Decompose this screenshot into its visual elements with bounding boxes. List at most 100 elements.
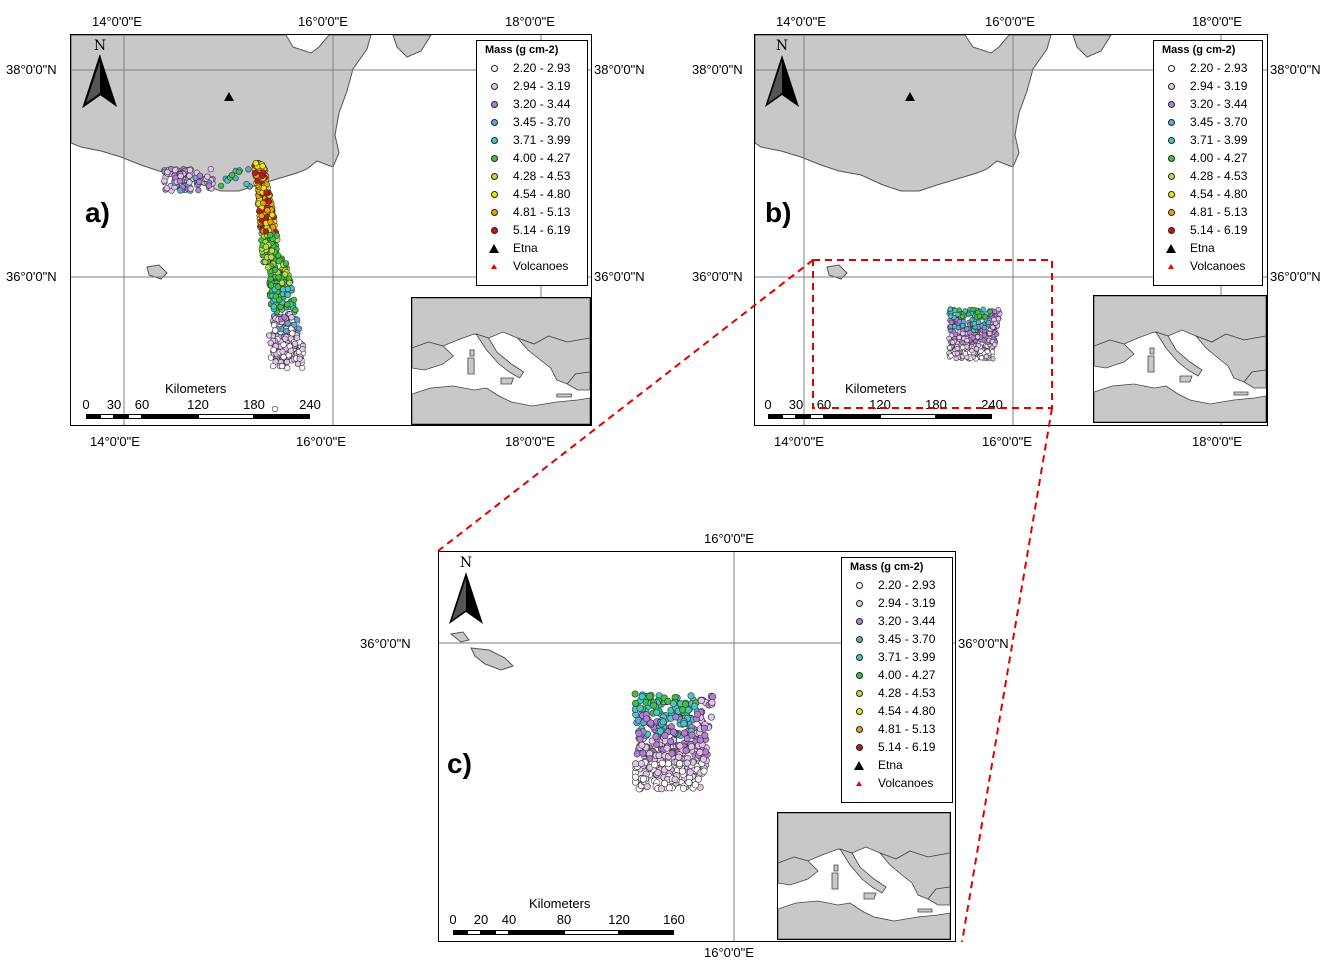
legend-class-label: 2.94 - 3.19 (1190, 79, 1248, 93)
legend-class-label: 4.28 - 4.53 (513, 169, 571, 183)
deposit-point (262, 243, 270, 250)
panel-c-scalebar: Kilometers 0 20 40 80 120 160 (449, 896, 689, 938)
panel-a-label: a) (85, 197, 110, 228)
deposit-point (268, 282, 275, 289)
legend-classes: 2.20 - 2.93 2.94 - 3.19 3.20 - 3.44 3.45 - … (850, 576, 944, 756)
deposit-point (172, 167, 179, 174)
deposit-point (177, 173, 184, 180)
panel-b-deposit-points (946, 306, 1003, 362)
deposit-point (964, 337, 970, 344)
deposit-point (288, 314, 295, 321)
deposit-point (294, 316, 301, 323)
deposit-point (947, 345, 953, 351)
legend-class-label: 3.20 - 3.44 (513, 97, 571, 111)
deposit-point (271, 322, 278, 329)
panel-c-legend: Mass (g cm-2) 2.20 - 2.93 2.94 - 3.19 3.20… (841, 557, 953, 803)
legend-class-row: 4.81 - 5.13 (1162, 203, 1254, 221)
legend-classes: 2.20 - 2.93 2.94 - 3.19 3.20 - 3.44 3.45 - … (1162, 59, 1254, 239)
deposit-point (271, 405, 279, 413)
legend-class-swatch (1167, 82, 1175, 90)
deposit-point (987, 330, 993, 337)
deposit-point (685, 778, 693, 786)
legend-class-label: 4.00 - 4.27 (1190, 151, 1248, 165)
deposit-point (267, 218, 274, 226)
legend-class-label: 3.45 - 3.70 (513, 115, 571, 129)
deposit-point (676, 760, 684, 768)
deposit-point (948, 319, 954, 325)
panel-a-top-lon-16: 16°0'0"E (298, 14, 348, 29)
deposit-point (688, 743, 696, 751)
etna-triangle-icon (854, 760, 864, 770)
deposit-point (279, 348, 286, 355)
deposit-point (267, 339, 274, 347)
deposit-point (953, 355, 959, 362)
deposit-point (282, 271, 289, 278)
legend-volcanoes-row: Volcanoes (485, 257, 579, 275)
deposit-point (266, 332, 273, 339)
deposit-point (656, 727, 664, 735)
legend-class-row: 4.28 - 4.53 (485, 167, 579, 185)
legend-class-swatch (490, 190, 498, 198)
legend-class-label: 4.81 - 5.13 (513, 205, 571, 219)
legend-class-swatch (490, 100, 498, 108)
deposit-point (274, 283, 281, 290)
deposit-point (646, 693, 654, 701)
legend-class-swatch (855, 725, 863, 733)
legend-class-label: 4.28 - 4.53 (878, 686, 936, 700)
deposit-point (269, 224, 277, 231)
legend-etna-label: Etna (1190, 241, 1215, 255)
deposit-point (652, 733, 660, 741)
deposit-point (263, 189, 270, 196)
panel-b-top-lon-18: 18°0'0"E (1192, 14, 1242, 29)
legend-class-swatch (1167, 100, 1175, 108)
panel-c-top-lon-16: 16°0'0"E (704, 531, 754, 546)
deposit-point (268, 254, 275, 261)
deposit-point (679, 706, 687, 714)
scalebar-tick: 240 (981, 397, 1003, 412)
panel-b-north-arrow: N (763, 39, 801, 114)
deposit-point (284, 291, 291, 299)
legend-class-row: 4.00 - 4.27 (485, 149, 579, 167)
legend-class-swatch (855, 689, 863, 697)
deposit-point (642, 715, 650, 723)
deposit-point (259, 163, 266, 170)
legend-class-label: 3.45 - 3.70 (878, 632, 936, 646)
deposit-point (956, 334, 962, 341)
legend-class-swatch (1167, 154, 1175, 162)
deposit-point (655, 752, 663, 760)
deposit-point (959, 313, 965, 320)
legend-class-row: 5.14 - 6.19 (1162, 221, 1254, 239)
deposit-point (276, 296, 283, 304)
deposit-point (186, 172, 193, 179)
deposit-point (294, 360, 302, 368)
scalebar-tick: 20 (473, 912, 489, 927)
deposit-point (269, 211, 276, 218)
panel-a-right-lat-38: 38°0'0"N (594, 62, 645, 77)
deposit-point (700, 767, 708, 775)
legend-title: Mass (g cm-2) (850, 561, 924, 573)
deposit-point (176, 178, 183, 185)
deposit-point (654, 769, 662, 777)
panel-c-bottom-lon-16: 16°0'0"E (704, 945, 754, 960)
legend-class-swatch (855, 599, 863, 607)
panel-a-deposit-points (161, 159, 306, 413)
deposit-point (661, 779, 669, 787)
legend-class-row: 3.45 - 3.70 (1162, 113, 1254, 131)
north-arrow-icon (449, 572, 483, 624)
deposit-point (290, 296, 297, 303)
deposit-point (643, 783, 651, 791)
deposit-point (975, 334, 981, 340)
legend-class-label: 3.71 - 3.99 (878, 650, 936, 664)
scalebar-tick: 160 (663, 912, 685, 927)
deposit-point (960, 330, 966, 337)
deposit-point (196, 172, 204, 179)
deposit-point (691, 781, 699, 789)
legend-class-swatch (1167, 190, 1175, 198)
legend-class-swatch (490, 172, 498, 180)
panel-b-inset-map (1093, 295, 1267, 423)
deposit-point (293, 334, 301, 341)
deposit-point (262, 228, 270, 235)
deposit-point (701, 731, 709, 739)
legend-class-label: 4.00 - 4.27 (878, 668, 936, 682)
deposit-point (275, 258, 282, 265)
